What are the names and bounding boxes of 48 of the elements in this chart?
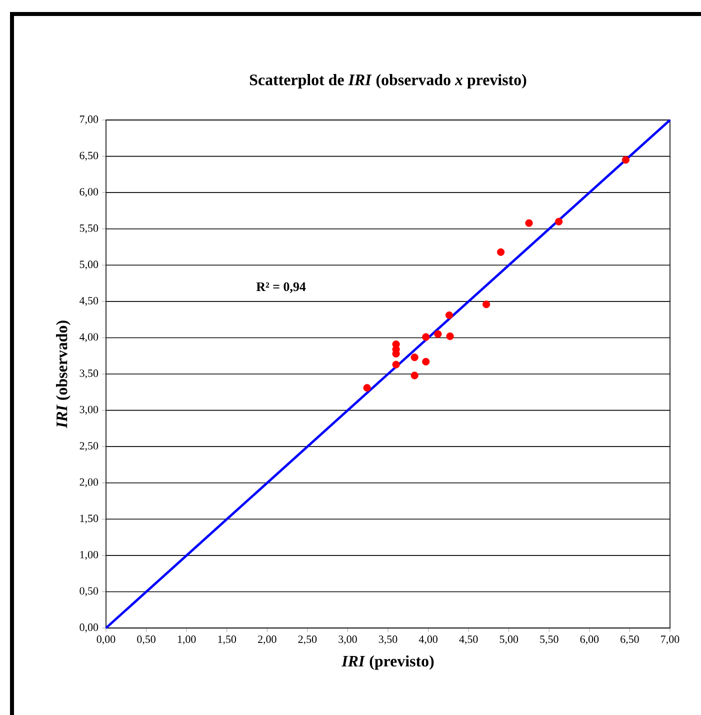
- y-tick-label: 2,00: [80, 478, 98, 488]
- x-tick-label: 3,00: [338, 636, 357, 645]
- point: [422, 333, 430, 341]
- point: [482, 300, 490, 308]
- x-tick-label: 0,50: [137, 636, 156, 645]
- x-tick-label: 6,50: [620, 636, 639, 645]
- y-tick-label: 2,50: [80, 442, 98, 452]
- y-tick-label: 3,00: [80, 406, 98, 415]
- x-tick-label: 4,00: [418, 636, 438, 645]
- annotation: R² = 0,94: [256, 282, 306, 293]
- x-tick-label: 3,50: [378, 636, 398, 645]
- point: [446, 332, 454, 340]
- point: [445, 311, 454, 320]
- chart-title: Scatterplot de IRI (observado x previsto): [250, 74, 526, 89]
- x-tick-label: 5,00: [500, 636, 518, 645]
- x-tick-label: 4,50: [459, 636, 478, 645]
- y-tick-label: 4,00: [80, 333, 98, 342]
- x-tick-label: 1,50: [218, 636, 236, 645]
- y-tick-label: 5,00: [80, 260, 98, 270]
- point: [363, 384, 371, 392]
- point: [622, 156, 630, 164]
- point: [392, 360, 400, 368]
- x-tick-label: 2,00: [258, 636, 276, 645]
- y-tick-label: 1,50: [80, 514, 98, 524]
- x-tick-label: 7,00: [661, 636, 680, 645]
- point: [497, 248, 505, 256]
- y-tick-label: 7,00: [80, 116, 98, 125]
- point: [410, 354, 418, 362]
- x-tick-label: 6,00: [580, 636, 599, 645]
- x-tick-label: 2,50: [298, 636, 317, 645]
- point: [410, 372, 418, 380]
- y-tick-label: 6,00: [80, 188, 98, 198]
- y-tick-label: 5,50: [80, 224, 98, 234]
- point: [525, 219, 533, 227]
- y-tick-label: 3,50: [80, 370, 98, 378]
- x-tick-label: 0,00: [96, 636, 116, 645]
- point: [555, 218, 563, 226]
- y-tick-label: 0,50: [80, 587, 98, 596]
- x-tick-label: 5,50: [540, 636, 558, 645]
- x-tick-label: 1,00: [178, 636, 196, 645]
- point: [434, 330, 442, 338]
- y-tick-label: 1,00: [80, 550, 98, 560]
- y-axis-title: IRI (observado): [56, 320, 70, 428]
- point: [422, 358, 430, 366]
- y-tick-label: 0,00: [80, 624, 98, 632]
- y-tick-label: 6,50: [80, 152, 98, 161]
- y-tick-label: 4,50: [80, 296, 98, 306]
- x-axis-title: IRI (previsto): [341, 655, 434, 670]
